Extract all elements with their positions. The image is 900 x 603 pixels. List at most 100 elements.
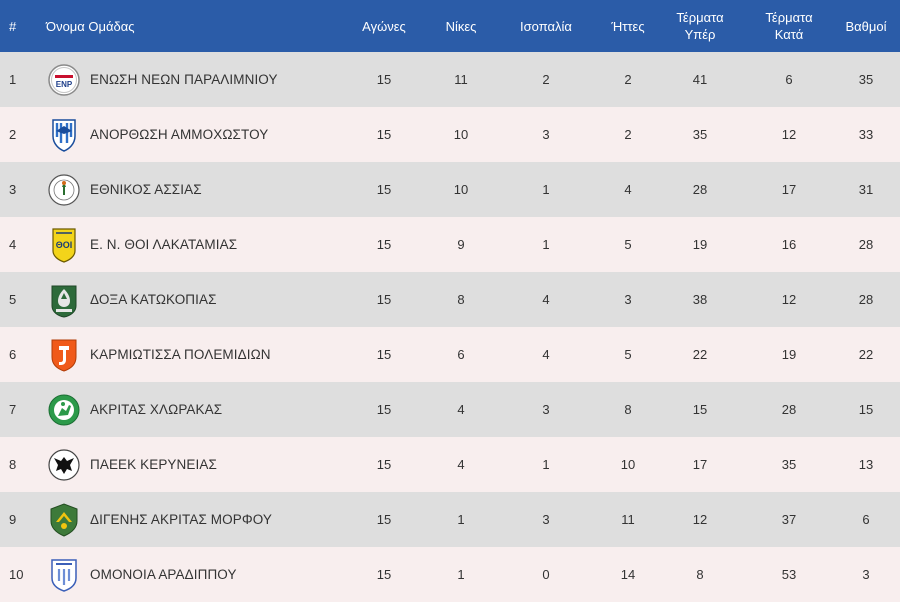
row-position: 8 bbox=[0, 437, 46, 492]
row-points: 15 bbox=[832, 382, 900, 437]
row-played: 15 bbox=[336, 437, 432, 492]
row-goals-against: 35 bbox=[746, 437, 832, 492]
row-points: 33 bbox=[832, 107, 900, 162]
table-row[interactable]: 6 ΚΑΡΜΙΩΤΙΣΣΑ ΠΟΛΕΜΙΔΙΩΝ 15 6 4 5 22 19 … bbox=[0, 327, 900, 382]
row-wins: 1 bbox=[432, 547, 490, 602]
row-losses: 11 bbox=[602, 492, 654, 547]
row-team[interactable]: ΑΝΟΡΘΩΣΗ ΑΜΜΟΧΩΣΤΟΥ bbox=[46, 107, 336, 162]
row-goals-for: 35 bbox=[654, 107, 746, 162]
row-points: 22 bbox=[832, 327, 900, 382]
header-position[interactable]: # bbox=[0, 0, 46, 52]
row-goals-against: 6 bbox=[746, 52, 832, 107]
row-team[interactable]: ΠΑΕΕΚ ΚΕΡΥΝΕΙΑΣ bbox=[46, 437, 336, 492]
row-team[interactable]: Ε. Ν. ΘΟΙ ΛΑΚΑΤΑΜΙΑΣ bbox=[46, 217, 336, 272]
row-losses: 14 bbox=[602, 547, 654, 602]
team-name[interactable]: ΠΑΕΕΚ ΚΕΡΥΝΕΙΑΣ bbox=[90, 457, 217, 472]
team-name[interactable]: Ε. Ν. ΘΟΙ ΛΑΚΑΤΑΜΙΑΣ bbox=[90, 237, 237, 252]
header-goals-for[interactable]: Τέρματα Υπέρ bbox=[654, 0, 746, 52]
row-position: 2 bbox=[0, 107, 46, 162]
row-team[interactable]: ΚΑΡΜΙΩΤΙΣΣΑ ΠΟΛΕΜΙΔΙΩΝ bbox=[46, 327, 336, 382]
enp-crest-icon bbox=[48, 62, 80, 98]
row-team[interactable]: ΑΚΡΙΤΑΣ ΧΛΩΡΑΚΑΣ bbox=[46, 382, 336, 437]
row-draws: 1 bbox=[490, 217, 602, 272]
row-draws: 3 bbox=[490, 492, 602, 547]
table-row[interactable]: 1 ΕΝΩΣΗ ΝΕΩΝ ΠΑΡΑΛΙΜΝΙΟΥ 15 11 2 2 41 6 … bbox=[0, 52, 900, 107]
row-draws: 4 bbox=[490, 327, 602, 382]
row-team[interactable]: ΕΘΝΙΚΟΣ ΑΣΣΙΑΣ bbox=[46, 162, 336, 217]
row-losses: 10 bbox=[602, 437, 654, 492]
thoi-crest-icon bbox=[48, 227, 80, 263]
table-row[interactable]: 9 ΔΙΓΕΝΗΣ ΑΚΡΙΤΑΣ ΜΟΡΦΟΥ 15 1 3 11 12 37… bbox=[0, 492, 900, 547]
row-draws: 2 bbox=[490, 52, 602, 107]
row-position: 4 bbox=[0, 217, 46, 272]
table-row[interactable]: 2 ΑΝΟΡΘΩΣΗ ΑΜΜΟΧΩΣΤΟΥ 15 10 3 2 35 12 33 bbox=[0, 107, 900, 162]
row-goals-against: 12 bbox=[746, 272, 832, 327]
row-goals-against: 28 bbox=[746, 382, 832, 437]
team-name[interactable]: ΕΘΝΙΚΟΣ ΑΣΣΙΑΣ bbox=[90, 182, 202, 197]
header-goals-for-line1: Τέρματα bbox=[676, 10, 723, 25]
header-goals-against[interactable]: Τέρματα Κατά bbox=[746, 0, 832, 52]
team-name[interactable]: ΑΚΡΙΤΑΣ ΧΛΩΡΑΚΑΣ bbox=[90, 402, 222, 417]
header-wins[interactable]: Νίκες bbox=[432, 0, 490, 52]
row-team[interactable]: ΔΙΓΕΝΗΣ ΑΚΡΙΤΑΣ ΜΟΡΦΟΥ bbox=[46, 492, 336, 547]
table-row[interactable]: 3 ΕΘΝΙΚΟΣ ΑΣΣΙΑΣ 15 10 1 4 28 17 31 bbox=[0, 162, 900, 217]
header-played[interactable]: Αγώνες bbox=[336, 0, 432, 52]
ethnikos-crest-icon bbox=[48, 172, 80, 208]
row-position: 3 bbox=[0, 162, 46, 217]
row-goals-for: 41 bbox=[654, 52, 746, 107]
row-goals-against: 37 bbox=[746, 492, 832, 547]
table-row[interactable]: 4 Ε. Ν. ΘΟΙ ΛΑΚΑΤΑΜΙΑΣ 15 9 1 5 19 16 28 bbox=[0, 217, 900, 272]
team-name[interactable]: ΟΜΟΝΟΙΑ ΑΡΑΔΙΠΠΟΥ bbox=[90, 567, 237, 582]
row-played: 15 bbox=[336, 547, 432, 602]
row-goals-against: 19 bbox=[746, 327, 832, 382]
team-name[interactable]: ΔΙΓΕΝΗΣ ΑΚΡΙΤΑΣ ΜΟΡΦΟΥ bbox=[90, 512, 272, 527]
row-goals-for: 38 bbox=[654, 272, 746, 327]
team-name[interactable]: ΑΝΟΡΘΩΣΗ ΑΜΜΟΧΩΣΤΟΥ bbox=[90, 127, 268, 142]
row-goals-for: 15 bbox=[654, 382, 746, 437]
row-points: 28 bbox=[832, 217, 900, 272]
anorthosis-crest-icon bbox=[48, 117, 80, 153]
karmiotissa-crest-icon bbox=[48, 337, 80, 373]
row-points: 6 bbox=[832, 492, 900, 547]
row-wins: 10 bbox=[432, 162, 490, 217]
row-wins: 8 bbox=[432, 272, 490, 327]
table-row[interactable]: 8 ΠΑΕΕΚ ΚΕΡΥΝΕΙΑΣ 15 4 1 10 17 35 13 bbox=[0, 437, 900, 492]
team-name[interactable]: ΕΝΩΣΗ ΝΕΩΝ ΠΑΡΑΛΙΜΝΙΟΥ bbox=[90, 72, 278, 87]
row-played: 15 bbox=[336, 107, 432, 162]
row-played: 15 bbox=[336, 217, 432, 272]
header-goals-against-line1: Τέρματα bbox=[765, 10, 812, 25]
row-draws: 3 bbox=[490, 382, 602, 437]
row-goals-for: 19 bbox=[654, 217, 746, 272]
row-losses: 4 bbox=[602, 162, 654, 217]
row-team[interactable]: ΟΜΟΝΟΙΑ ΑΡΑΔΙΠΠΟΥ bbox=[46, 547, 336, 602]
table-row[interactable]: 5 ΔΟΞΑ ΚΑΤΩΚΟΠΙΑΣ 15 8 4 3 38 12 28 bbox=[0, 272, 900, 327]
header-losses[interactable]: Ήττες bbox=[602, 0, 654, 52]
row-team[interactable]: ΔΟΞΑ ΚΑΤΩΚΟΠΙΑΣ bbox=[46, 272, 336, 327]
team-name[interactable]: ΔΟΞΑ ΚΑΤΩΚΟΠΙΑΣ bbox=[90, 292, 217, 307]
row-points: 3 bbox=[832, 547, 900, 602]
table-row[interactable]: 10 ΟΜΟΝΟΙΑ ΑΡΑΔΙΠΠΟΥ 15 1 0 14 8 53 3 bbox=[0, 547, 900, 602]
table-row[interactable]: 7 ΑΚΡΙΤΑΣ ΧΛΩΡΑΚΑΣ 15 4 3 8 15 28 15 bbox=[0, 382, 900, 437]
row-losses: 2 bbox=[602, 107, 654, 162]
row-played: 15 bbox=[336, 492, 432, 547]
header-points[interactable]: Βαθμοί bbox=[832, 0, 900, 52]
team-name[interactable]: ΚΑΡΜΙΩΤΙΣΣΑ ΠΟΛΕΜΙΔΙΩΝ bbox=[90, 347, 271, 362]
row-wins: 4 bbox=[432, 437, 490, 492]
header-goals-for-line2: Υπέρ bbox=[685, 27, 716, 42]
row-goals-for: 17 bbox=[654, 437, 746, 492]
row-points: 28 bbox=[832, 272, 900, 327]
doxa-crest-icon bbox=[48, 282, 80, 318]
digenis-crest-icon bbox=[48, 502, 80, 538]
row-goals-against: 17 bbox=[746, 162, 832, 217]
row-wins: 1 bbox=[432, 492, 490, 547]
omonoia-crest-icon bbox=[48, 557, 80, 593]
row-team[interactable]: ΕΝΩΣΗ ΝΕΩΝ ΠΑΡΑΛΙΜΝΙΟΥ bbox=[46, 52, 336, 107]
header-team-name[interactable]: Όνομα Ομάδας bbox=[46, 0, 336, 52]
row-goals-for: 12 bbox=[654, 492, 746, 547]
header-draws[interactable]: Ισοπαλία bbox=[490, 0, 602, 52]
row-goals-for: 22 bbox=[654, 327, 746, 382]
row-goals-against: 16 bbox=[746, 217, 832, 272]
header-goals-against-line2: Κατά bbox=[775, 27, 804, 42]
row-draws: 0 bbox=[490, 547, 602, 602]
row-losses: 2 bbox=[602, 52, 654, 107]
